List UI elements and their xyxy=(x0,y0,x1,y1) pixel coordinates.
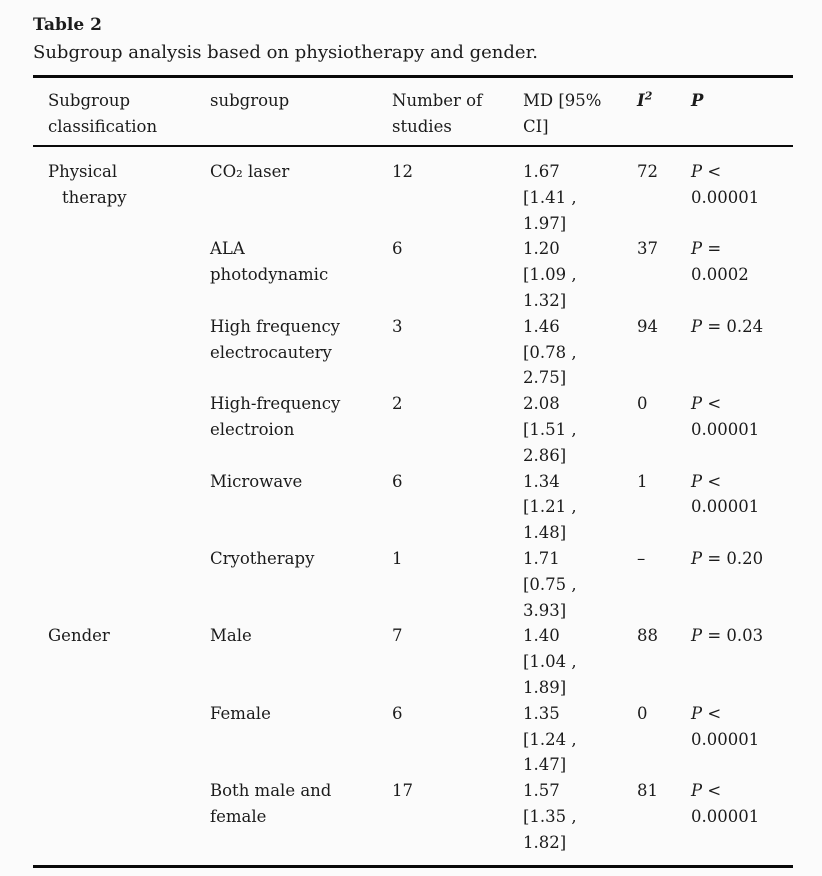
table-description: Subgroup analysis based on physiotherapy… xyxy=(33,42,538,63)
cell-md-ci: 2.08 [1.51 , 2.86] xyxy=(523,394,577,465)
cell-subgroup: Female xyxy=(210,703,271,723)
cell-i-squared: 37 xyxy=(637,239,658,259)
cell-number-of-studies: 6 xyxy=(392,703,403,723)
col-header-p: P xyxy=(691,76,793,147)
cell-md-ci: 1.57 [1.35 , 1.82] xyxy=(523,781,577,852)
cell-classification xyxy=(33,778,210,866)
cell-md-ci: 1.71 [0.75 , 3.93] xyxy=(523,548,577,620)
cell-number-of-studies: 17 xyxy=(392,781,413,801)
table-body: Physical therapy CO₂ laser 12 1.67 [1.41 , … xyxy=(33,146,793,866)
col-header-subgroup-classification: Subgroup classification xyxy=(33,76,210,147)
cell-subgroup: Male xyxy=(210,626,252,646)
cell-md-ci: 1.20 [1.09 , 1.32] xyxy=(523,239,577,310)
cell-number-of-studies: 6 xyxy=(392,471,403,491)
cell-number-of-studies: 3 xyxy=(392,316,403,336)
cell-classification xyxy=(33,236,210,313)
cell-i-squared: 94 xyxy=(637,316,658,336)
cell-number-of-studies: 6 xyxy=(392,239,403,259)
table-row: High-frequency electroion 2 2.08 [1.51 , 2… xyxy=(33,391,793,468)
cell-i-squared: 0 xyxy=(637,394,648,414)
table-title: Table 2 xyxy=(33,15,102,35)
table-row: Physical therapy CO₂ laser 12 1.67 [1.41 , … xyxy=(33,146,793,236)
cell-i-squared: 1 xyxy=(637,471,648,491)
i-squared-symbol: I2 xyxy=(637,89,653,111)
cell-p-value: P < 0.00001 xyxy=(691,703,760,749)
cell-i-squared: – xyxy=(637,548,646,568)
cell-subgroup: ALA photodynamic xyxy=(210,239,329,285)
cell-number-of-studies: 7 xyxy=(392,626,403,646)
cell-classification xyxy=(33,469,210,546)
cell-md-ci: 1.40 [1.04 , 1.89] xyxy=(523,626,577,697)
p-symbol: P xyxy=(691,91,704,110)
cell-md-ci: 1.46 [0.78 , 2.75] xyxy=(523,316,577,388)
cell-classification: Physical therapy xyxy=(48,162,127,207)
cell-number-of-studies: 1 xyxy=(392,548,403,568)
cell-classification xyxy=(33,391,210,468)
cell-p-value: P < 0.00001 xyxy=(691,781,760,826)
cell-number-of-studies: 12 xyxy=(392,162,413,181)
table-row: Both male and female 17 1.57 [1.35 , 1.82]… xyxy=(33,778,793,866)
cell-i-squared: 88 xyxy=(637,626,658,646)
table-row: ALA photodynamic 6 1.20 [1.09 , 1.32] 37 P =… xyxy=(33,236,793,313)
cell-i-squared: 81 xyxy=(637,781,658,801)
table-row: Cryotherapy 1 1.71 [0.75 , 3.93] – P = 0.20 xyxy=(33,546,793,623)
cell-subgroup: High frequency electrocautery xyxy=(210,316,341,362)
cell-i-squared: 72 xyxy=(637,162,658,181)
col-header-i-squared: I2 xyxy=(637,76,691,147)
cell-classification xyxy=(33,701,210,778)
cell-number-of-studies: 2 xyxy=(392,394,403,414)
col-header-subgroup: subgroup xyxy=(210,76,392,147)
table-head: Subgroup classification subgroup Number … xyxy=(33,76,793,147)
table2-block: Table 2 Subgroup analysis based on physi… xyxy=(33,0,793,868)
cell-i-squared: 0 xyxy=(637,703,648,723)
cell-classification xyxy=(33,314,210,391)
col-header-md-ci: MD [95% CI] xyxy=(523,76,637,147)
cell-p-value: P < 0.00001 xyxy=(691,394,760,439)
cell-classification: Gender xyxy=(48,626,110,646)
cell-md-ci: 1.35 [1.24 , 1.47] xyxy=(523,703,577,775)
cell-p-value: P = 0.0002 xyxy=(691,239,749,285)
cell-subgroup: Cryotherapy xyxy=(210,548,315,568)
cell-p-value: P = 0.24 xyxy=(691,316,764,336)
cell-p-value: P = 0.03 xyxy=(691,626,764,646)
col-header-number-of-studies: Number of studies xyxy=(392,76,523,147)
subgroup-analysis-table: Subgroup classification subgroup Number … xyxy=(33,75,793,868)
cell-md-ci: 1.67 [1.41 , 1.97] xyxy=(523,162,577,233)
header-row: Subgroup classification subgroup Number … xyxy=(33,76,793,147)
cell-p-value: P < 0.00001 xyxy=(691,471,760,517)
cell-subgroup: High-frequency electroion xyxy=(210,394,341,439)
cell-classification xyxy=(33,546,210,623)
cell-p-value: P < 0.00001 xyxy=(691,162,760,207)
cell-subgroup: Microwave xyxy=(210,471,303,491)
cell-md-ci: 1.34 [1.21 , 1.48] xyxy=(523,471,577,543)
table-row: High frequency electrocautery 3 1.46 [0.78… xyxy=(33,314,793,391)
table-row: Gender Male 7 1.40 [1.04 , 1.89] 88 P = 0.03 xyxy=(33,623,793,700)
table-row: Female 6 1.35 [1.24 , 1.47] 0 P < 0.00001 xyxy=(33,701,793,778)
table-row: Microwave 6 1.34 [1.21 , 1.48] 1 P < 0.00001 xyxy=(33,469,793,546)
cell-subgroup: Both male and female xyxy=(210,781,332,826)
cell-p-value: P = 0.20 xyxy=(691,548,764,568)
cell-subgroup: CO₂ laser xyxy=(210,162,290,181)
